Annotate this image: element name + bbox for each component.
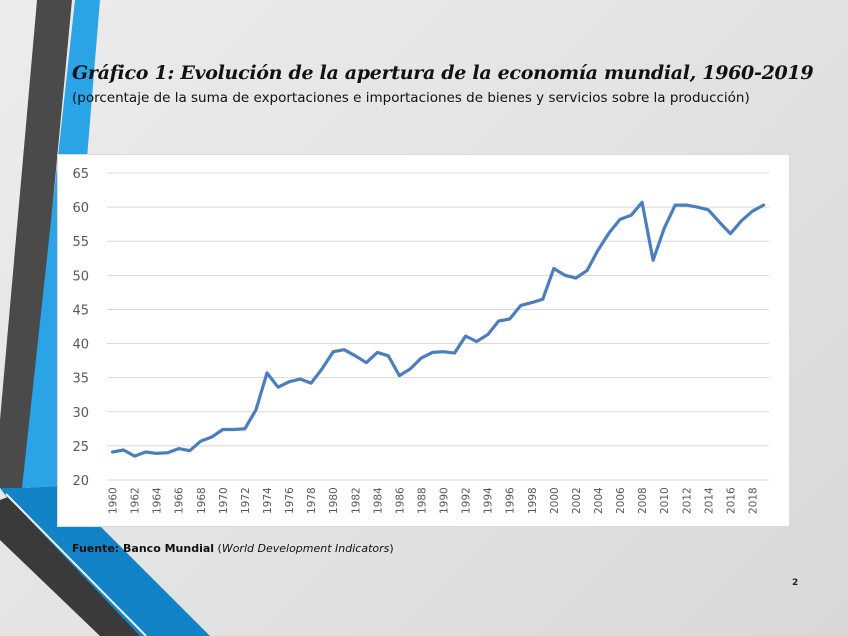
y-tick-label: 50 — [72, 269, 89, 284]
chart-container: 20 25 30 35 40 45 50 55 60 65 1960 1962 1964 1966 196… — [57, 154, 790, 527]
x-tick-label: 1996 — [505, 487, 517, 514]
x-tick-label: 1990 — [439, 487, 451, 514]
x-tick-label: 1960 — [108, 487, 120, 514]
series-layer — [110, 200, 766, 458]
y-tick-label: 20 — [72, 474, 89, 489]
y-tick-label: 55 — [72, 235, 89, 250]
x-tick-label: 2000 — [549, 487, 561, 514]
page-number: 2 — [792, 578, 799, 588]
y-tick-label: 60 — [72, 201, 89, 216]
x-tick-label: 1992 — [461, 487, 473, 514]
x-tick-label: 1998 — [527, 487, 539, 514]
x-tick-label: 2016 — [725, 487, 737, 514]
source-note: Fuente: Banco Mundial (World Development… — [72, 542, 394, 555]
x-tick-label: 1968 — [196, 487, 208, 514]
x-tick-label: 1980 — [328, 487, 340, 514]
x-tick-label: 1976 — [284, 487, 296, 514]
source-detail: World Development Indicators — [221, 542, 390, 555]
x-tick-label: 1988 — [416, 487, 428, 514]
source-paren-close: ) — [389, 542, 394, 555]
x-tick-label: 1970 — [218, 487, 230, 514]
x-tick-label: 1978 — [306, 487, 318, 514]
slide-subtitle: (porcentaje de la suma de exportaciones … — [72, 90, 750, 106]
x-tick-label: 1982 — [350, 487, 362, 514]
x-tick-label: 2004 — [593, 487, 605, 514]
slide-title: Gráfico 1: Evolución de la apertura de l… — [72, 62, 814, 84]
source-paren-open: ( — [214, 542, 222, 555]
y-tick-label: 25 — [72, 440, 89, 455]
x-tick-label: 1964 — [152, 487, 164, 514]
y-tick-label: 40 — [72, 338, 89, 353]
y-tick-label: 30 — [72, 406, 89, 421]
x-tick-label: 1962 — [130, 487, 142, 514]
series-line — [110, 200, 766, 458]
dark-bottom-band — [0, 497, 140, 636]
dark-diagonal-band — [0, 0, 72, 488]
x-tick-label: 2010 — [659, 487, 671, 514]
x-tick-label: 1972 — [240, 487, 252, 514]
white-separator-line — [5, 493, 147, 636]
y-tick-label: 35 — [72, 372, 89, 387]
y-tick-label: 65 — [72, 167, 89, 182]
x-tick-label: 1984 — [372, 487, 384, 514]
x-tick-label: 2018 — [747, 487, 759, 514]
x-tick-label: 2008 — [637, 487, 649, 514]
x-tick-label: 2012 — [681, 487, 693, 514]
source-label: Fuente: Banco Mundial — [72, 542, 215, 555]
x-tick-label: 1994 — [483, 487, 495, 514]
x-tick-label: 2006 — [615, 487, 627, 514]
x-tick-label: 2002 — [571, 487, 583, 514]
x-axis-ticks: 1960 1962 1964 1966 1968 1970 1972 1974 1976 1978… — [108, 487, 760, 514]
x-tick-label: 1986 — [394, 487, 406, 514]
blue-bottom-band — [0, 486, 210, 636]
x-tick-label: 2014 — [703, 487, 715, 514]
x-tick-label: 1974 — [262, 487, 274, 514]
y-tick-label: 45 — [72, 303, 89, 318]
y-axis-ticks: 20 25 30 35 40 45 50 55 60 65 — [72, 167, 89, 489]
x-tick-label: 1966 — [174, 487, 186, 514]
